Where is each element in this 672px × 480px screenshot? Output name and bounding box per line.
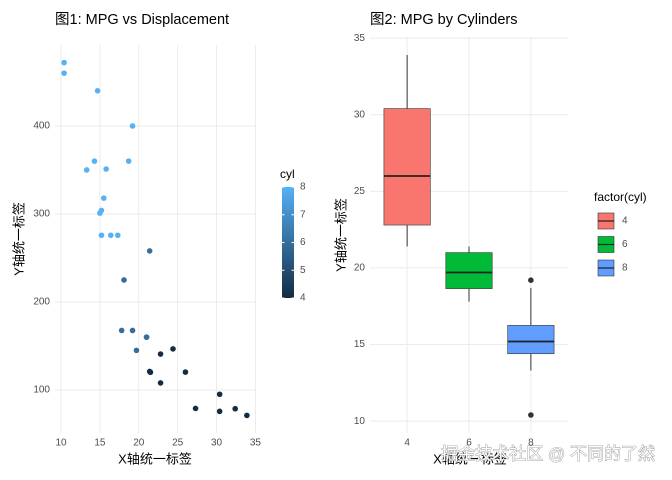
point bbox=[133, 347, 140, 354]
y-tick-label: 35 bbox=[354, 33, 366, 44]
legend-label: 5 bbox=[300, 265, 306, 276]
legend-label: 4 bbox=[300, 293, 306, 304]
point bbox=[170, 346, 176, 352]
point bbox=[61, 70, 67, 76]
y-tick-label: 200 bbox=[33, 297, 50, 308]
point bbox=[157, 380, 164, 386]
point bbox=[216, 408, 223, 415]
y-tick-label: 25 bbox=[354, 186, 366, 197]
legend-label: 7 bbox=[300, 209, 306, 220]
y-tick-label: 400 bbox=[33, 121, 50, 132]
box bbox=[383, 108, 431, 226]
legend-title: cyl bbox=[280, 167, 295, 181]
point bbox=[97, 210, 103, 216]
point bbox=[182, 369, 189, 375]
point bbox=[98, 232, 105, 239]
x-axis-title: X轴统一标签 bbox=[433, 451, 507, 466]
point bbox=[157, 351, 164, 357]
chart-title: 图1: MPG vs Displacement bbox=[55, 12, 229, 28]
x-tick-label: 6 bbox=[466, 438, 472, 449]
x-tick-label: 15 bbox=[94, 438, 106, 449]
point bbox=[107, 232, 114, 239]
x-tick-label: 10 bbox=[55, 438, 67, 449]
point bbox=[91, 158, 98, 164]
x-tick-label: 20 bbox=[133, 438, 145, 449]
y-axis-title: Y轴统一标签 bbox=[11, 202, 26, 276]
point bbox=[121, 277, 127, 283]
y-tick-label: 30 bbox=[354, 109, 366, 120]
legend-label: 6 bbox=[300, 237, 306, 248]
point bbox=[118, 327, 125, 334]
x-axis-title: X轴统一标签 bbox=[118, 451, 192, 466]
point bbox=[125, 158, 132, 164]
x-tick-label: 25 bbox=[172, 438, 184, 449]
point bbox=[146, 368, 153, 375]
point bbox=[83, 167, 90, 173]
y-axis-title: Y轴统一标签 bbox=[333, 198, 348, 272]
colorbar bbox=[282, 187, 294, 298]
point bbox=[129, 123, 136, 129]
point bbox=[129, 327, 136, 334]
point bbox=[61, 59, 67, 66]
x-tick-label: 8 bbox=[528, 438, 534, 449]
point bbox=[232, 405, 239, 412]
legend-label: 8 bbox=[300, 182, 306, 193]
y-tick-label: 10 bbox=[354, 416, 366, 427]
y-tick-label: 20 bbox=[354, 263, 366, 274]
point bbox=[100, 195, 107, 201]
point bbox=[143, 334, 150, 340]
point bbox=[192, 405, 199, 412]
watermark: 掘金技术社区 @ 不同的了然 bbox=[441, 444, 655, 463]
y-tick-label: 100 bbox=[33, 385, 50, 396]
point bbox=[94, 87, 101, 94]
chart-title: 图2: MPG by Cylinders bbox=[370, 12, 517, 28]
legend-label: 8 bbox=[622, 263, 628, 274]
outlier bbox=[528, 277, 534, 283]
x-tick-label: 35 bbox=[250, 438, 262, 449]
x-tick-label: 30 bbox=[211, 438, 223, 449]
box bbox=[445, 252, 493, 289]
point bbox=[103, 166, 109, 172]
outlier bbox=[528, 412, 534, 418]
y-tick-label: 15 bbox=[354, 339, 366, 350]
point bbox=[244, 412, 250, 419]
y-tick-label: 300 bbox=[33, 209, 50, 220]
x-tick-label: 4 bbox=[404, 438, 410, 449]
point bbox=[114, 232, 121, 239]
point bbox=[146, 248, 153, 254]
point bbox=[216, 391, 223, 398]
legend-title: factor(cyl) bbox=[594, 190, 647, 204]
box bbox=[507, 325, 555, 355]
legend-label: 4 bbox=[622, 216, 628, 227]
legend-label: 6 bbox=[622, 239, 628, 250]
